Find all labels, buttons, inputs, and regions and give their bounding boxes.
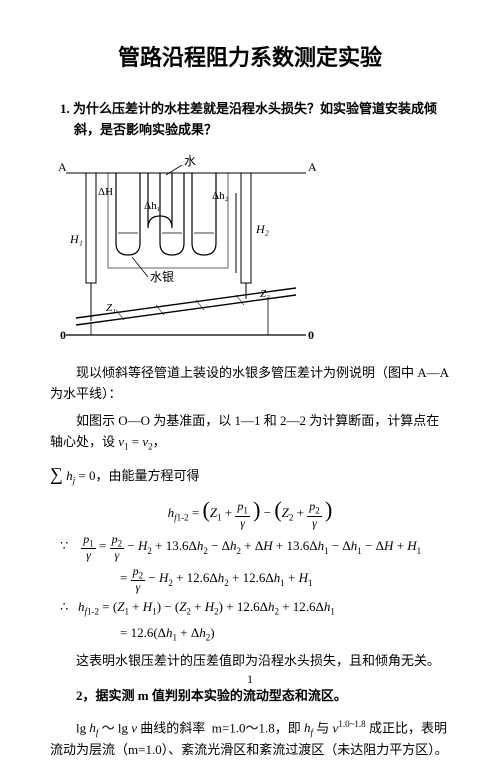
manometer-diagram: A A 水 ΔH Δh₁ Δh₂ H₁ H₂ 水银 Z₁ Z₂ (56, 153, 450, 351)
label-water: 水 (184, 154, 196, 168)
question-1: 1. 为什么压差计的水柱差就是沿程水头损失？如实验管道安装成倾斜，是否影响实验成… (60, 99, 450, 141)
diagram-svg: A A 水 ΔH Δh₁ Δh₂ H₁ H₂ 水银 Z₁ Z₂ (56, 153, 316, 343)
page-number: 1 (0, 670, 500, 689)
label-O2: 0 (308, 328, 314, 342)
label-Z2: Z₂ (260, 288, 270, 300)
equation-p1-line2: = p2γ − H2 + 12.6Δh2 + 12.6Δh1 + H1 (50, 565, 450, 593)
para-2a: 如图示 O—O 为基准面，以 1—1 和 2—2 为计算断面，计算点在轴心处，设 (50, 413, 439, 449)
equation-hf2-line1: ∴ hf1-2 = (Z1 + H1) − (Z2 + H2) + 12.6Δh… (50, 597, 450, 619)
equation-hf2-line2: = 12.6(Δh1 + Δh2) (50, 623, 450, 645)
para-1: 现以倾斜等径管道上装设的水银多管压差计为例说明（图中 A—A 为水平线）： (50, 363, 450, 405)
page-title: 管路沿程阻力系数测定实验 (50, 40, 450, 75)
q1-text: 为什么压差计的水柱差就是沿程水头损失？如实验管道安装成倾斜，是否影响实验成果？ (73, 101, 437, 137)
label-H2: H₂ (255, 222, 269, 236)
label-dh2: Δh₂ (212, 190, 229, 202)
section-2: 2，据实测 m 值判别本实验的流动型态和流区。 (50, 686, 450, 707)
para-2: 如图示 O—O 为基准面，以 1—1 和 2—2 为计算断面，计算点在轴心处，设… (50, 411, 450, 454)
label-A-left: A (58, 160, 67, 174)
para-3: ，由能量方程可得 (95, 468, 199, 483)
para-5: lg hf ～ lg v 曲线的斜率 m=1.0～1.8，即 hf 与 v1.0… (50, 717, 450, 761)
q1-num: 1. (60, 101, 70, 116)
label-H1: H₁ (69, 232, 83, 246)
label-mercury: 水银 (150, 270, 174, 284)
label-Z1: Z₁ (106, 302, 116, 314)
sum-hj-line: ∑ hj = 0，由能量方程可得 (50, 460, 450, 489)
label-A-right: A (308, 160, 316, 174)
label-dH: ΔH (98, 186, 113, 198)
equation-hf: hf1-2 = (Z1 + p1γ ) − (Z2 + p2γ ) (50, 492, 450, 528)
label-dh1: Δh₁ (144, 200, 161, 212)
equation-p1-line1: ∵ p1γ = p2γ − H2 + 13.6Δh2 − Δh2 + ΔH + … (50, 533, 450, 561)
label-O1: 0 (60, 328, 66, 342)
para-2b: ， (153, 434, 166, 449)
para5-exp: 1.0~1.8 (338, 719, 365, 729)
